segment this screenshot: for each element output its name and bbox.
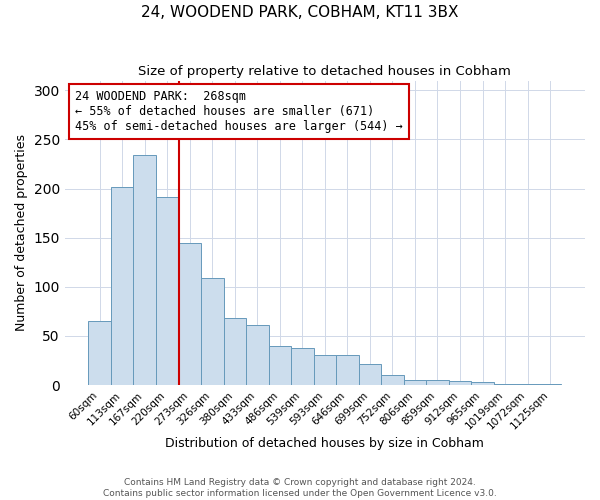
Text: 24 WOODEND PARK:  268sqm
← 55% of detached houses are smaller (671)
45% of semi-: 24 WOODEND PARK: 268sqm ← 55% of detache…: [75, 90, 403, 132]
Bar: [314, 354, 336, 385]
Text: 24, WOODEND PARK, COBHAM, KT11 3BX: 24, WOODEND PARK, COBHAM, KT11 3BX: [141, 5, 459, 20]
Bar: [88, 321, 111, 385]
Bar: [471, 382, 494, 385]
Bar: [494, 384, 517, 385]
Bar: [224, 318, 246, 385]
Bar: [381, 375, 404, 385]
Bar: [111, 186, 133, 385]
Bar: [426, 380, 449, 385]
Bar: [246, 325, 269, 385]
Bar: [179, 242, 201, 385]
X-axis label: Distribution of detached houses by size in Cobham: Distribution of detached houses by size …: [166, 437, 484, 450]
Bar: [336, 354, 359, 385]
Text: Contains HM Land Registry data © Crown copyright and database right 2024.
Contai: Contains HM Land Registry data © Crown c…: [103, 478, 497, 498]
Bar: [291, 348, 314, 385]
Bar: [269, 346, 291, 385]
Bar: [201, 278, 224, 385]
Bar: [449, 381, 471, 385]
Bar: [133, 155, 156, 385]
Y-axis label: Number of detached properties: Number of detached properties: [15, 134, 28, 332]
Title: Size of property relative to detached houses in Cobham: Size of property relative to detached ho…: [139, 65, 511, 78]
Bar: [404, 380, 426, 385]
Bar: [156, 198, 179, 385]
Bar: [359, 364, 381, 385]
Bar: [539, 384, 562, 385]
Bar: [517, 384, 539, 385]
